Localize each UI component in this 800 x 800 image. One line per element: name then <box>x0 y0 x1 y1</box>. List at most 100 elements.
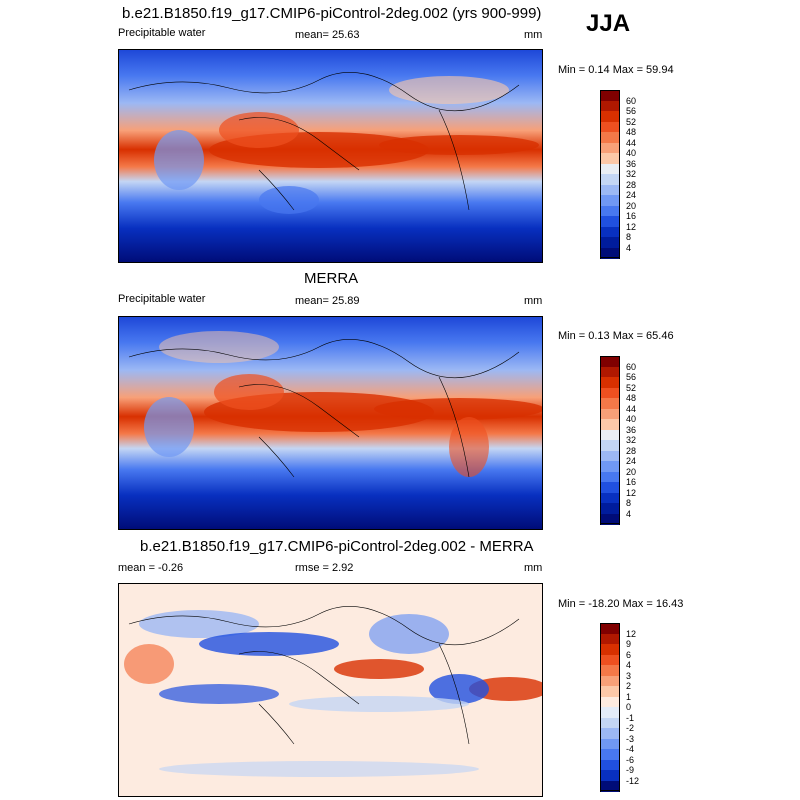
colorbar-tick-label: 60 <box>626 95 637 106</box>
colorbar-tick-label: 28 <box>626 179 637 190</box>
colorbar-swatch <box>600 440 620 451</box>
colorbar-swatch <box>600 707 620 718</box>
colorbar-tick-label: -2 <box>626 723 635 733</box>
colorbar-swatch <box>600 195 620 206</box>
colorbar-tick-label: 52 <box>626 382 637 393</box>
colorbar-tick-label: -12 <box>626 775 640 786</box>
colorbar-tick-label: -1 <box>626 712 635 723</box>
colorbar-tick-label: 12 <box>626 221 637 232</box>
colorbar-swatch <box>600 513 620 525</box>
colorbar-tick-label: 20 <box>626 466 637 477</box>
colorbar-diff: 12 9 6 4 3 2 1 0 -1 -2 -3 -4 -6 -9 -12 <box>600 623 650 792</box>
colorbar-swatch <box>600 749 620 760</box>
colorbar-swatch <box>600 121 620 133</box>
minmax-diff: Min = -18.20 Max = 16.43 <box>558 598 684 610</box>
colorbar-swatch <box>600 717 620 729</box>
colorbar-swatch <box>600 429 620 441</box>
colorbar-swatch <box>600 623 620 634</box>
colorbar-tick-label: 32 <box>626 435 637 445</box>
map-model-field <box>119 50 542 262</box>
colorbar-swatch <box>600 184 620 196</box>
colorbar-tick-label: 40 <box>626 148 637 158</box>
colorbar-tick-label: 56 <box>626 372 637 382</box>
map-obs <box>118 316 543 530</box>
colorbar-swatch <box>600 247 620 259</box>
colorbar-swatch <box>600 237 620 248</box>
colorbar-tick-label: 20 <box>626 200 637 211</box>
panel-units-obs: mm <box>524 295 543 307</box>
colorbar-swatch <box>600 132 620 143</box>
colorbar-tick-label: 2 <box>626 681 632 691</box>
colorbar-tick-label: 48 <box>626 393 637 403</box>
colorbar-swatch <box>600 163 620 175</box>
colorbar-tick-label: 1 <box>626 691 632 702</box>
colorbar-swatch <box>600 482 620 493</box>
colorbar-tick-label: 24 <box>626 190 637 200</box>
colorbar-tick-label: 9 <box>626 639 632 649</box>
minmax-model: Min = 0.14 Max = 59.94 <box>558 64 674 76</box>
colorbar-tick-label: 16 <box>626 211 637 221</box>
panel-title-diff: b.e21.B1850.f19_g17.CMIP6-piControl-2deg… <box>140 538 534 555</box>
colorbar-swatch <box>600 205 620 217</box>
colorbar-swatch <box>600 759 620 771</box>
colorbar-tick-label: 28 <box>626 445 637 456</box>
colorbar-swatch <box>600 142 620 154</box>
map-model <box>118 49 543 263</box>
colorbar-swatch <box>600 387 620 399</box>
colorbar-swatch <box>600 654 620 666</box>
colorbar-tick-label: -4 <box>626 744 635 754</box>
panel-units-diff: mm <box>524 562 543 574</box>
panel-title-model: b.e21.B1850.f19_g17.CMIP6-piControl-2deg… <box>122 5 542 22</box>
colorbar-tick-label: 3 <box>626 670 632 681</box>
colorbar-tick-label: 12 <box>626 628 637 639</box>
colorbar-model: 60 56 52 48 44 40 36 32 28 24 20 16 12 8 4 <box>600 90 650 259</box>
colorbar-swatch <box>600 356 620 367</box>
panel-variable-obs: Precipitable water <box>118 293 206 305</box>
colorbar-swatch <box>600 153 620 164</box>
colorbar-tick-label: 36 <box>626 158 637 169</box>
colorbar-swatch <box>600 419 620 430</box>
colorbar-swatch <box>600 461 620 472</box>
colorbar-tick-label: 4 <box>626 242 632 253</box>
colorbar-swatch <box>600 665 620 676</box>
colorbar-tick-label: 40 <box>626 414 637 424</box>
colorbar-swatch <box>600 738 620 750</box>
colorbar-tick-label: 8 <box>626 498 632 508</box>
panel-rmse-diff: rmse = 2.92 <box>295 562 354 574</box>
colorbar-swatch <box>600 728 620 739</box>
colorbar-obs: 60 56 52 48 44 40 36 32 28 24 20 16 12 8 4 <box>600 356 650 525</box>
colorbar-swatch <box>600 686 620 697</box>
colorbar-tick-label: 12 <box>626 487 637 498</box>
colorbar-tick-label: 4 <box>626 660 632 670</box>
season-label: JJA <box>586 10 631 37</box>
colorbar-swatch <box>600 408 620 420</box>
panel-mean-diff: mean = -0.26 <box>118 562 184 574</box>
colorbar-tick-label: -3 <box>626 733 635 744</box>
colorbar-tick-label: 52 <box>626 116 637 127</box>
panel-title-obs: MERRA <box>304 270 359 287</box>
colorbar-swatch <box>600 492 620 504</box>
colorbar-swatch <box>600 780 620 792</box>
colorbar-swatch <box>600 696 620 708</box>
colorbar-tick-label: 56 <box>626 106 637 116</box>
colorbar-tick-label: 16 <box>626 477 637 487</box>
colorbar-tick-label: -6 <box>626 754 635 765</box>
minmax-obs: Min = 0.13 Max = 65.46 <box>558 330 674 342</box>
colorbar-swatch <box>600 226 620 238</box>
colorbar-tick-label: 24 <box>626 456 637 466</box>
colorbar-swatch <box>600 675 620 687</box>
colorbar-tick-label: 44 <box>626 137 637 148</box>
colorbar-swatch <box>600 633 620 645</box>
colorbar-swatch <box>600 216 620 227</box>
colorbar-swatch <box>600 111 620 122</box>
colorbar-tick-label: 36 <box>626 424 637 435</box>
colorbar-swatch <box>600 644 620 655</box>
colorbar-swatch <box>600 770 620 781</box>
colorbar-tick-label: 44 <box>626 403 637 414</box>
colorbar-swatch <box>600 174 620 185</box>
colorbar-swatch <box>600 366 620 378</box>
colorbar-swatch <box>600 398 620 409</box>
panel-mean-obs: mean= 25.89 <box>295 295 360 307</box>
colorbar-tick-label: 4 <box>626 508 632 519</box>
colorbar-tick-label: 6 <box>626 649 632 660</box>
